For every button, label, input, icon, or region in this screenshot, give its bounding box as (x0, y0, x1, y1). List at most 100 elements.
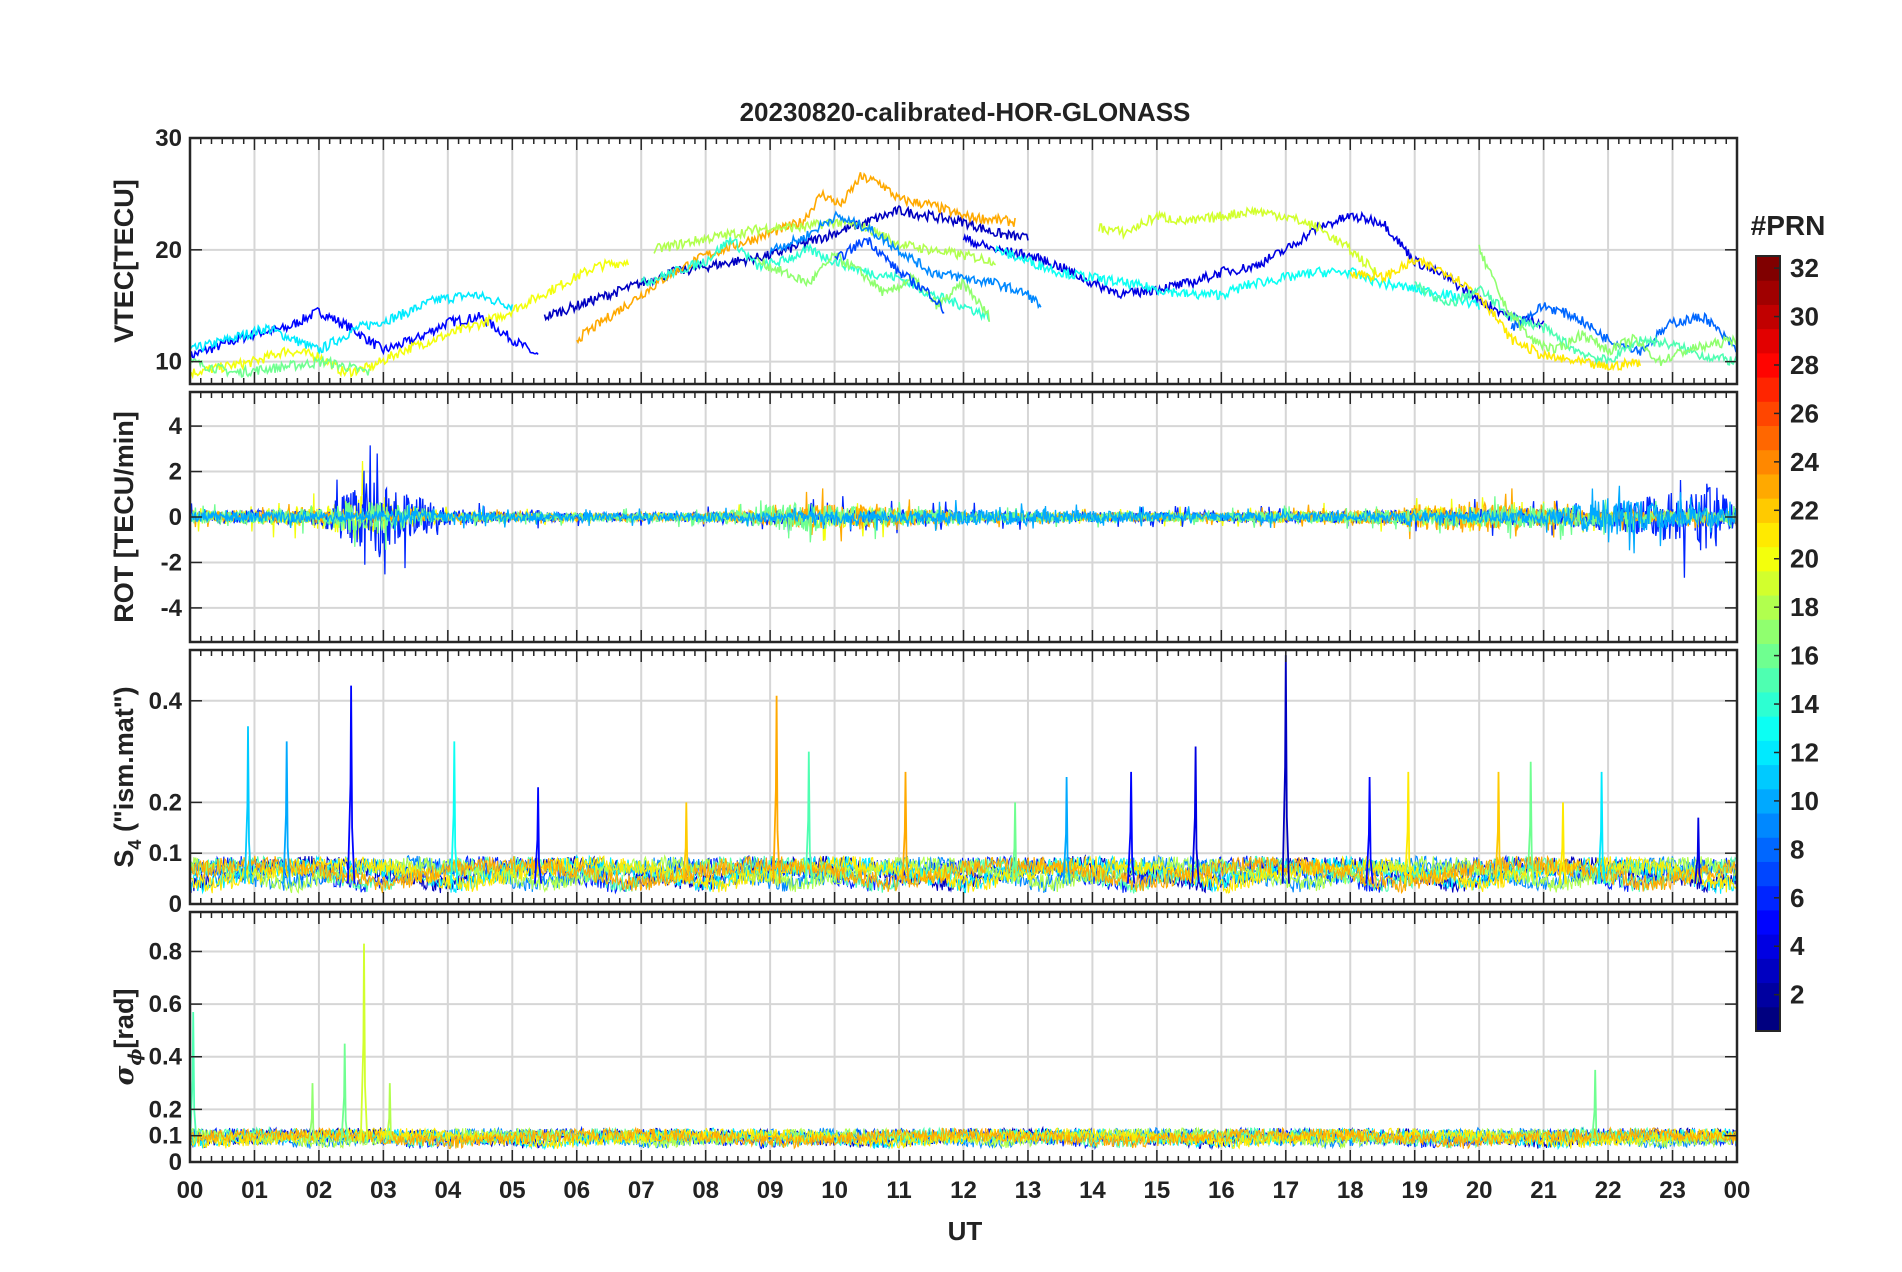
colorbar-segment (1756, 425, 1780, 451)
x-tick-label: 07 (628, 1177, 655, 1204)
spike-prn-21 (1404, 771, 1413, 884)
x-tick-label: 16 (1208, 1177, 1235, 1204)
y-tick-label: 10 (155, 349, 182, 376)
spike-prn-16 (1526, 761, 1535, 884)
colorbar-segment (1756, 813, 1780, 838)
x-tick-label: 12 (950, 1177, 977, 1204)
x-tick-label: 22 (1595, 1177, 1622, 1204)
spike-prn-11 (243, 726, 253, 884)
spike-prn-19 (359, 943, 369, 1141)
series-prn-7 (834, 237, 945, 314)
colorbar-segment (1756, 377, 1780, 402)
spike-prn-12 (1597, 771, 1606, 884)
spike-prn-5 (1127, 771, 1136, 884)
series-prn-23 (576, 172, 1016, 345)
spike-prn-10 (1062, 776, 1071, 884)
x-tick-label: 02 (306, 1177, 333, 1204)
colorbar-tick-label: 12 (1790, 737, 1819, 767)
spike-prn-18 (385, 1083, 394, 1142)
x-tick-label: 08 (692, 1177, 719, 1204)
x-tick-label: 14 (1079, 1177, 1106, 1204)
x-tick-label: 11 (886, 1177, 911, 1204)
colorbar-segment (1756, 522, 1780, 548)
x-tick-label: 15 (1144, 1177, 1171, 1204)
spike-prn-22 (1494, 771, 1503, 884)
figure-title: 20230820-calibrated-HOR-GLONASS (740, 97, 1191, 127)
y-tick-label: 0.1 (149, 1123, 182, 1150)
y-tick-label: 0.1 (149, 840, 182, 867)
y-tick-label: 0.4 (149, 1044, 183, 1071)
y-tick-label: 30 (155, 125, 182, 152)
panel-vtec: 10 20 30 VTEC[TECU] (109, 125, 1739, 386)
y-tick-label: 0 (169, 1149, 182, 1176)
spike-prn-5 (1365, 776, 1374, 884)
baseline-prn-23 (190, 1126, 1737, 1150)
baseline-prn-23 (190, 854, 1737, 895)
panel-rot: -4 -2 0 2 4 ROT [TECU/min] (109, 390, 1739, 644)
series-group (190, 943, 1737, 1151)
colorbar-segment (1756, 619, 1780, 644)
spike-prn-16 (1010, 802, 1020, 884)
y-axis-label: ROT [TECU/min] (109, 411, 139, 622)
series-prn-15 (1414, 280, 1737, 366)
colorbar-tick-label: 24 (1790, 447, 1819, 477)
baseline-prn-21 (190, 854, 1737, 894)
colorbar-tick-label: 18 (1790, 592, 1819, 622)
colorbar-frame (1755, 255, 1781, 1032)
y-tick-label: 0.6 (149, 991, 182, 1018)
colorbar-label: #PRN (1751, 210, 1826, 241)
spike-prn-10 (282, 741, 291, 884)
spike-prn-16 (1591, 1069, 1600, 1142)
x-tick-label: 21 (1530, 1177, 1557, 1204)
x-tick-label: 13 (1015, 1177, 1042, 1204)
series-prn-10 (190, 485, 1737, 554)
colorbar-tick-label: 2 (1790, 980, 1804, 1010)
x-tick-label: 10 (821, 1177, 848, 1204)
series-prn-17 (756, 251, 991, 322)
y-tick-label: -2 (161, 549, 182, 576)
colorbar-tick-label: 6 (1790, 883, 1804, 913)
colorbar-segment (1756, 716, 1780, 741)
y-tick-label: 0.2 (149, 789, 182, 816)
spike-prn-23 (901, 771, 910, 884)
panel-sigma-phi: 00.10.2 0.4 0.6 0.8σϕ[rad] 00 01 02 03 04 05 06 07 0… (109, 910, 1751, 1204)
spike-prn-21 (1558, 802, 1568, 884)
series-prn-12 (190, 290, 514, 354)
spike-prn-23 (772, 695, 781, 884)
series-group (190, 655, 1737, 895)
x-tick-label: 01 (241, 1177, 268, 1204)
colorbar-tick-label: 10 (1790, 786, 1819, 816)
x-tick-label: 17 (1272, 1177, 1299, 1204)
spike-prn-15 (190, 1011, 198, 1141)
colorbar-segment (1756, 764, 1780, 790)
colorbar-tick-label: 14 (1790, 689, 1819, 719)
colorbar-tick-label: 30 (1790, 302, 1819, 332)
x-tick-label: 09 (757, 1177, 784, 1204)
colorbar-segment (1756, 328, 1780, 354)
y-tick-label: 0.8 (149, 938, 182, 965)
spike-prn-16 (340, 1043, 349, 1141)
colorbar-segment (1756, 667, 1780, 693)
x-tick-label: 05 (499, 1177, 526, 1204)
x-tick-label: 06 (563, 1177, 590, 1204)
spike-prn-22 (682, 802, 691, 884)
x-tick-label: 04 (434, 1177, 461, 1204)
series-prn-14 (640, 237, 991, 322)
y-tick-label: -4 (161, 595, 183, 622)
y-tick-label: 20 (155, 237, 182, 264)
x-tick-label: 00 (1724, 1177, 1751, 1204)
series-prn-20 (190, 257, 630, 380)
colorbar-segment (1756, 473, 1780, 499)
colorbar-segment (1756, 1006, 1780, 1032)
y-tick-label: 0.2 (149, 1096, 182, 1123)
colorbar-tick-label: 26 (1790, 398, 1819, 428)
series-prn-16 (190, 355, 370, 378)
series-group (190, 445, 1737, 578)
colorbar-tick-label: 28 (1790, 350, 1819, 380)
y-axis-label: S4 ("ism.mat") (109, 686, 145, 867)
colorbar-tick-label: 22 (1790, 495, 1819, 525)
spike-prn-5 (534, 787, 543, 884)
